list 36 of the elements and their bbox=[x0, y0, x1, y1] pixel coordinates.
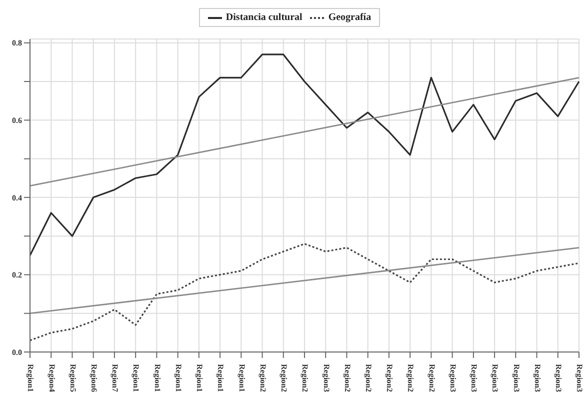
x-tick-label: Region1 bbox=[237, 364, 246, 392]
x-tick-label: Region1 bbox=[152, 364, 162, 392]
x-tick-label: Region3 bbox=[448, 364, 458, 392]
x-tick-label: Region6 bbox=[90, 364, 99, 392]
x-tick-label: Region2 bbox=[258, 364, 268, 392]
y-tick-label: 0.0 bbox=[12, 348, 22, 357]
x-tick-label: Region3 bbox=[322, 364, 331, 392]
x-tick-label: Region1 bbox=[216, 364, 226, 392]
x-tick-label: Region2 bbox=[406, 364, 416, 392]
x-tick-label: Region4 bbox=[47, 364, 56, 392]
x-tick-label: Region3 bbox=[532, 364, 542, 392]
line-series bbox=[29, 243, 580, 342]
x-tick-label: Region2 bbox=[364, 364, 374, 392]
y-tick-label: 0.4 bbox=[12, 193, 22, 202]
x-tick-label: Region1 bbox=[26, 364, 36, 392]
line-series bbox=[29, 54, 580, 256]
x-tick-label: Region5 bbox=[68, 364, 78, 392]
y-tick-label: 0.8 bbox=[12, 38, 22, 48]
legend-label: Distancia cultural bbox=[226, 12, 302, 23]
x-tick-label: Region1 bbox=[195, 364, 204, 392]
x-tick-label: Region1 bbox=[174, 364, 183, 392]
x-tick-label: Region2 bbox=[427, 364, 436, 392]
x-tick-label: Region2 bbox=[280, 364, 289, 392]
legend-label: Geografía bbox=[328, 12, 372, 23]
y-tick-label: 0.2 bbox=[12, 270, 22, 280]
y-tick-label: 0.6 bbox=[12, 116, 22, 125]
x-tick-label: Region2 bbox=[385, 364, 394, 392]
x-tick-label: Region3 bbox=[490, 364, 500, 392]
x-tick-label: Region7 bbox=[110, 364, 120, 392]
x-tick-label: Region3 bbox=[470, 364, 479, 392]
x-tick-label: Region1 bbox=[132, 364, 141, 392]
x-tick-label: Region3 bbox=[554, 364, 564, 392]
x-tick-label: Region2 bbox=[342, 364, 352, 392]
x-tick-label: Region2 bbox=[300, 364, 310, 392]
x-tick-label: Region3 bbox=[575, 364, 584, 392]
x-tick-label: Region3 bbox=[512, 364, 521, 392]
